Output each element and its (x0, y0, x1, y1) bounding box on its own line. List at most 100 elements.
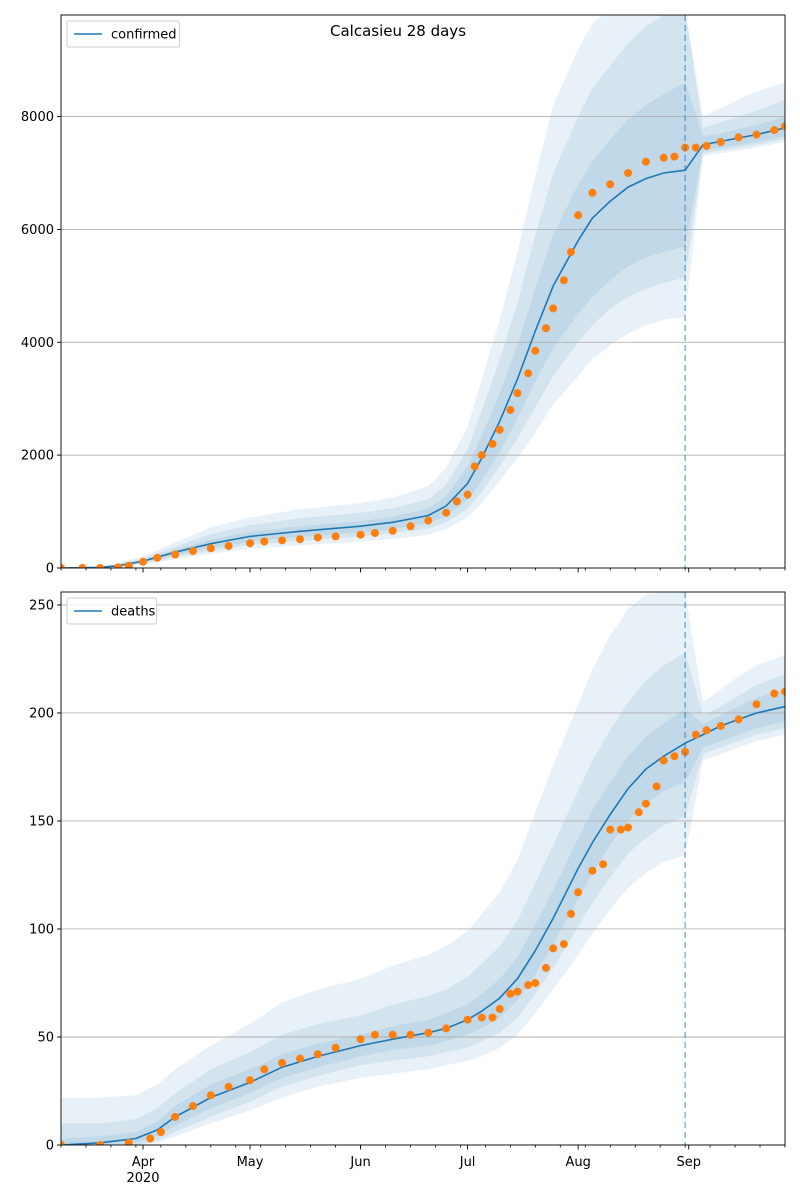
data-point (442, 1024, 451, 1033)
data-point (206, 544, 215, 553)
confidence-band (61, 592, 785, 1145)
observed-points (61, 122, 785, 568)
data-point (313, 533, 322, 542)
data-point (702, 141, 711, 150)
data-point (752, 130, 761, 139)
y-tick-label: 2000 (21, 449, 54, 464)
data-point (424, 1028, 433, 1037)
data-point (559, 940, 568, 949)
legend-label: confirmed (111, 28, 177, 43)
y-tick-label: 6000 (21, 223, 54, 238)
data-point (506, 406, 515, 414)
data-point (463, 490, 472, 499)
data-point (124, 1138, 133, 1145)
data-point (734, 715, 743, 724)
data-point (139, 557, 147, 566)
data-point (278, 1058, 287, 1067)
data-point (156, 1128, 165, 1136)
data-point (78, 564, 87, 568)
data-point (171, 1112, 180, 1121)
data-point (549, 304, 558, 313)
data-point (246, 1076, 254, 1085)
data-point (524, 369, 533, 378)
data-point (606, 825, 615, 834)
x-tick-label: May (237, 1155, 264, 1170)
legend-box (66, 597, 158, 625)
data-point (488, 439, 497, 448)
data-point (96, 564, 105, 568)
legend: deaths (66, 597, 158, 625)
data-point (781, 687, 785, 696)
data-point (495, 425, 504, 434)
data-point (470, 462, 479, 471)
data-point (559, 276, 568, 285)
data-point (224, 542, 233, 550)
y-tick-label: 4000 (21, 336, 54, 351)
data-point (171, 550, 180, 559)
data-point (616, 825, 625, 834)
data-point (424, 516, 433, 525)
data-point (331, 532, 340, 541)
y-tick-label: 200 (29, 706, 54, 721)
legend-label: deaths (111, 605, 156, 620)
data-point (599, 860, 608, 869)
confidence-band (61, 15, 785, 568)
data-point (296, 1054, 304, 1063)
data-point (716, 138, 725, 146)
confidence-band (61, 689, 785, 1145)
x-tick-label: Jul (459, 1155, 476, 1170)
data-point (370, 1030, 379, 1039)
y-tick-label: 0 (46, 1139, 54, 1154)
data-point (260, 537, 269, 546)
x-tick-label: Apr (132, 1155, 155, 1170)
data-point (624, 823, 633, 832)
data-point (652, 782, 661, 791)
plot-area (61, 15, 785, 568)
legend-box (66, 20, 180, 48)
data-point (442, 508, 451, 517)
data-point (189, 547, 197, 556)
data-point (716, 721, 725, 730)
data-point (406, 522, 415, 531)
data-point (477, 1013, 486, 1022)
confirmed-panel: 0 2000 4000 6000 8000 Calcasieu 28 days confir… (21, 14, 786, 577)
data-point (61, 564, 65, 568)
data-point (659, 153, 668, 162)
data-point (313, 1050, 322, 1059)
data-point (406, 1030, 415, 1039)
data-point (224, 1082, 233, 1091)
data-point (246, 539, 254, 548)
data-point (61, 1141, 65, 1145)
confidence-band (61, 15, 785, 568)
data-point (477, 451, 486, 460)
data-point (153, 553, 162, 562)
data-point (260, 1065, 269, 1074)
plot-area (61, 592, 785, 1145)
data-point (681, 747, 690, 756)
y-tick-label: 250 (29, 598, 54, 613)
data-point (452, 497, 461, 506)
data-point (641, 157, 650, 166)
data-point (542, 324, 550, 333)
data-point (549, 944, 558, 953)
x-year-label: 2020 (126, 1171, 159, 1186)
data-point (691, 730, 700, 739)
confidence-band (61, 652, 785, 1145)
data-point (781, 122, 785, 131)
data-point (463, 1015, 472, 1024)
data-point (96, 1141, 105, 1145)
y-tick-label: 100 (29, 922, 54, 937)
x-tick-label: Sep (676, 1155, 701, 1170)
data-point (356, 530, 365, 539)
data-point (513, 987, 522, 996)
data-point (624, 169, 633, 177)
data-point (296, 535, 304, 544)
data-point (659, 756, 668, 765)
axes-frame (60, 14, 786, 569)
y-tick-label: 0 (46, 562, 54, 577)
series-line-confirmed (61, 127, 785, 568)
deaths-panel: 0 50 100 150 200 250 Apr May Jun Jul Aug Sep 2020 dea… (29, 591, 786, 1186)
data-point (356, 1035, 365, 1044)
data-point (702, 726, 711, 735)
legend: confirmed (66, 20, 180, 48)
